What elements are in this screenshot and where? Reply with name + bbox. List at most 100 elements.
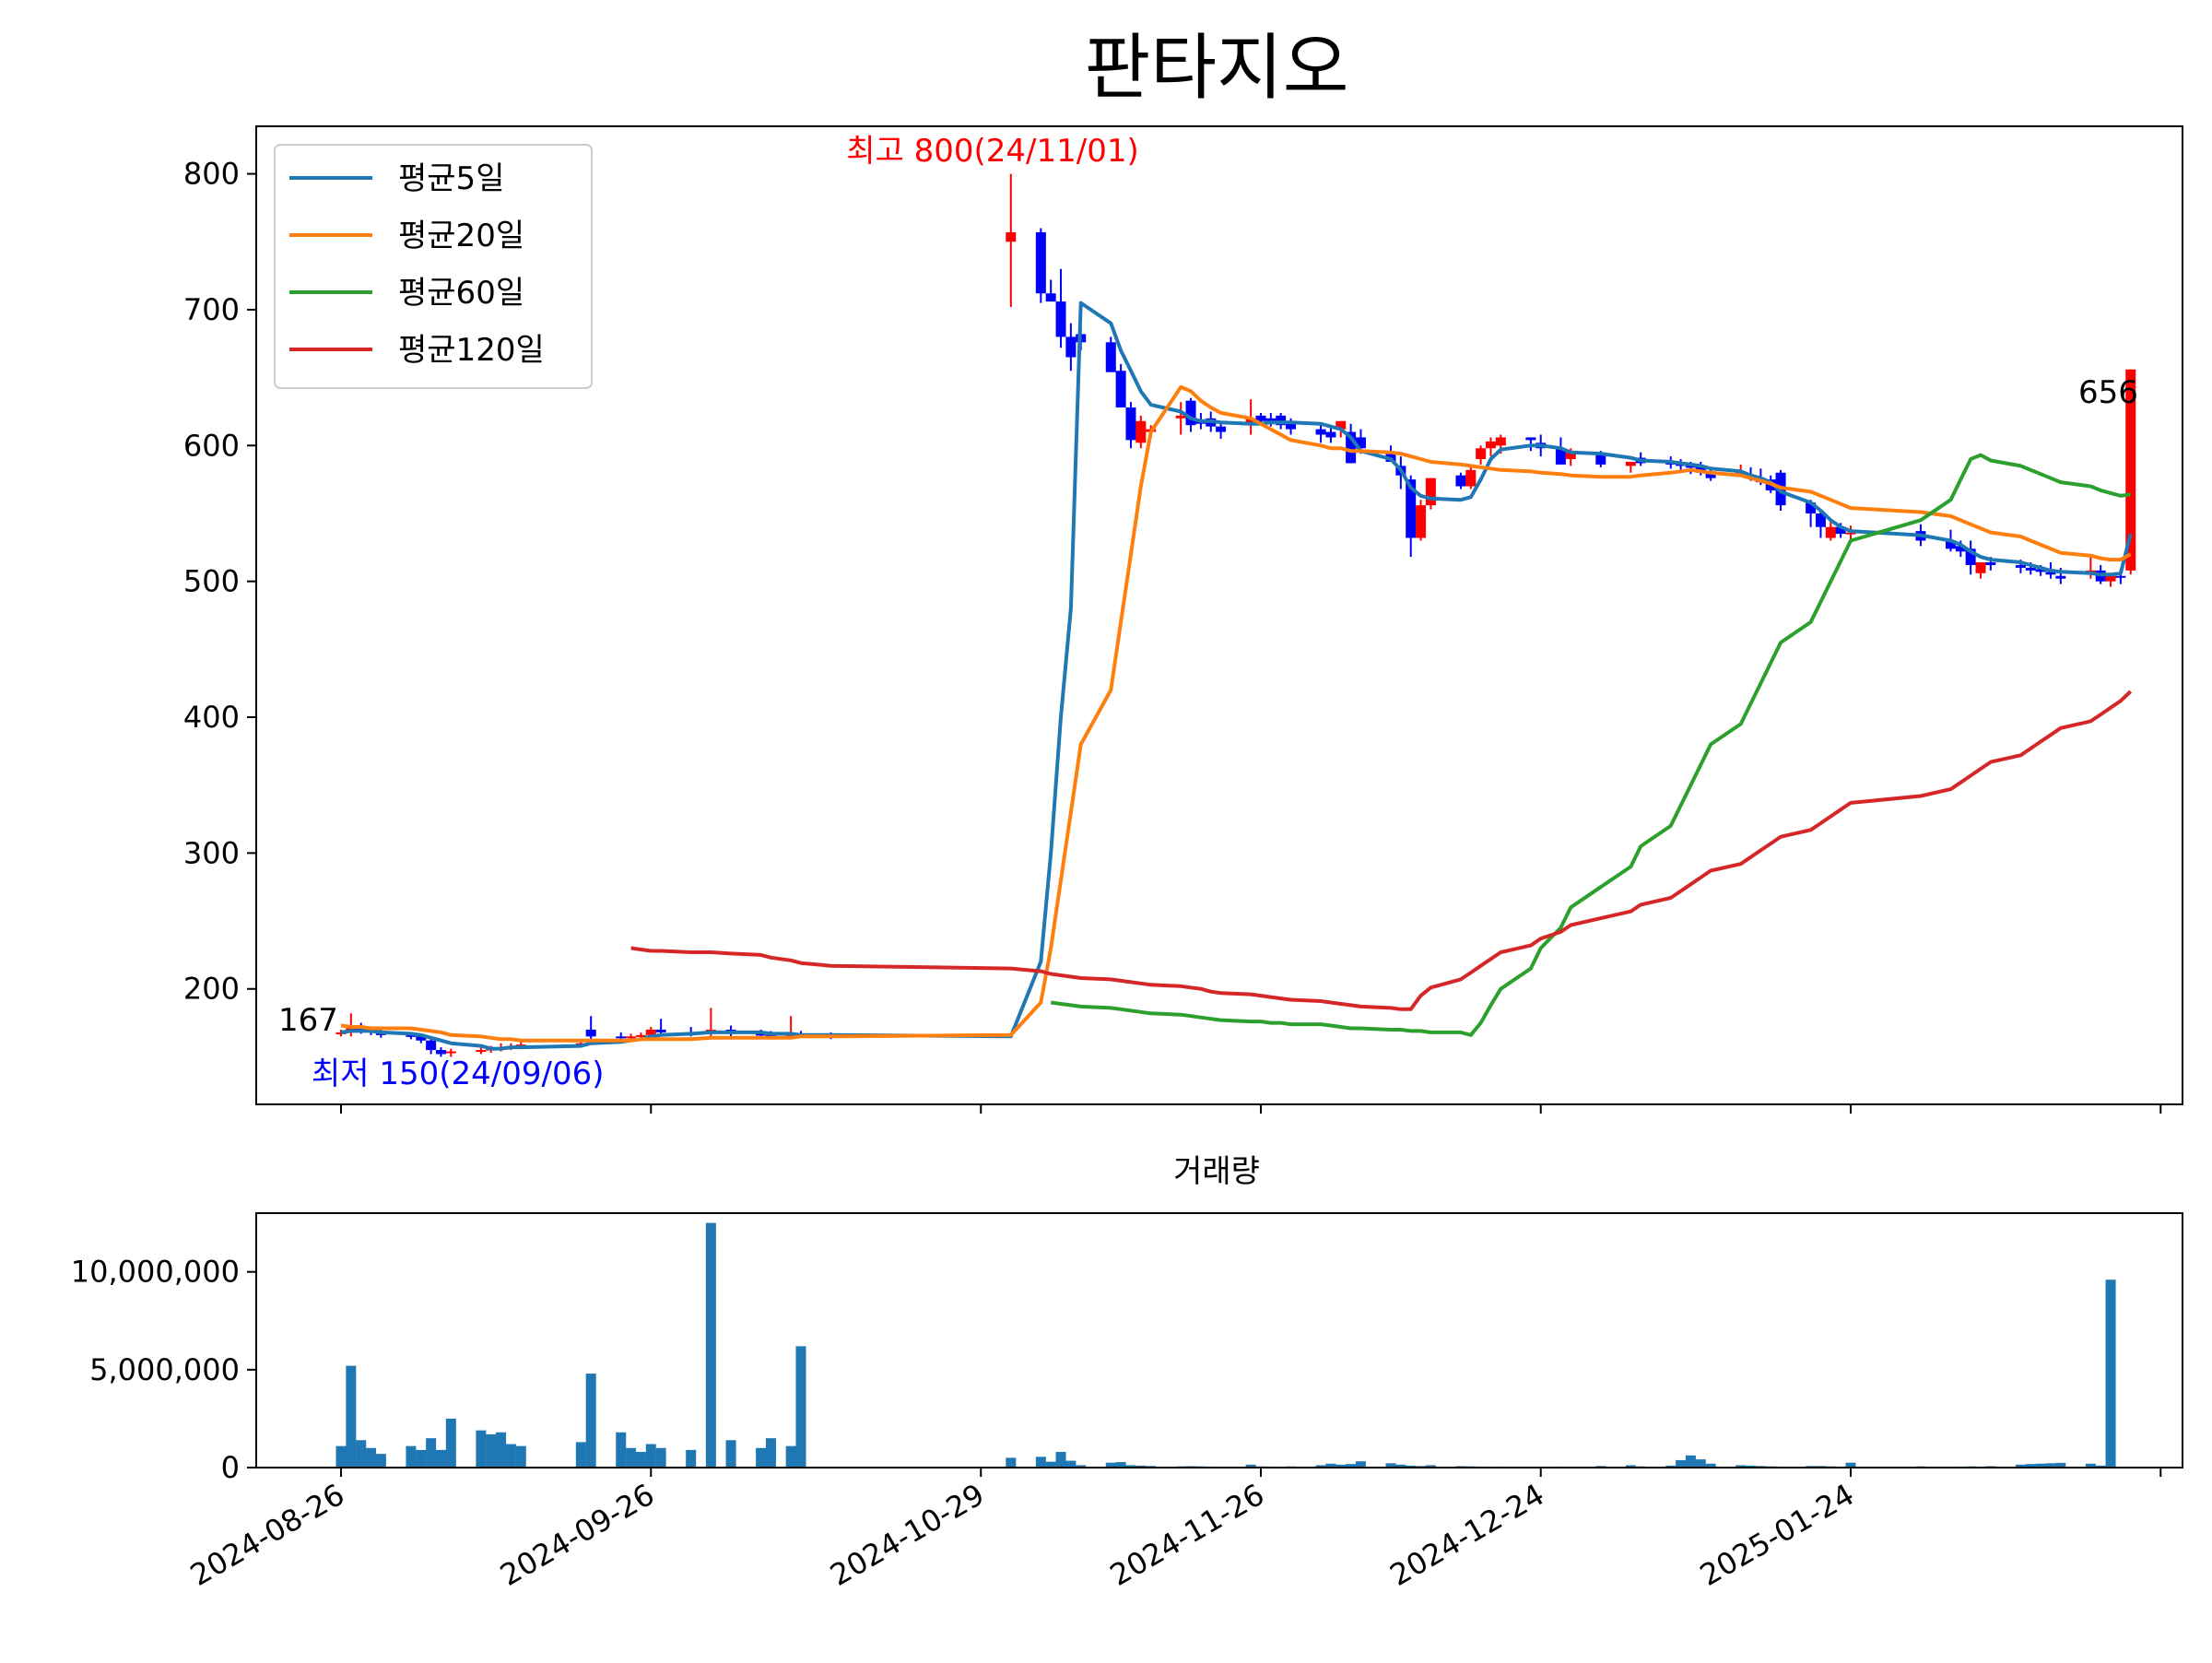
- volume-bar: [1335, 1464, 1347, 1468]
- price-y-tick-label: 200: [183, 972, 240, 1007]
- candle-body: [1555, 448, 1566, 465]
- legend-label: 평균60일: [398, 275, 524, 312]
- volume-bar: [515, 1445, 526, 1468]
- candle-body: [445, 1051, 456, 1054]
- volume-y-tick-label: 10,000,000: [71, 1255, 240, 1290]
- volume-bar: [1045, 1461, 1056, 1468]
- ma-line-1: [340, 384, 2132, 1043]
- candle-body: [1045, 293, 1056, 302]
- candle-body: [1425, 478, 1436, 506]
- volume-bar: [1676, 1459, 1687, 1468]
- volume-bar: [2035, 1463, 2046, 1468]
- volume-y-tick-label: 5,000,000: [89, 1352, 240, 1387]
- volume-bar: [366, 1447, 377, 1468]
- volume-bar: [1346, 1464, 1357, 1468]
- volume-bar: [1735, 1465, 1747, 1468]
- volume-bar: [645, 1444, 656, 1468]
- candle-body: [2055, 575, 2066, 579]
- candle-body: [1975, 562, 1986, 573]
- volume-bar: [756, 1447, 767, 1468]
- candle-body: [645, 1029, 656, 1035]
- candle-body: [1965, 548, 1976, 565]
- candle-body: [1945, 540, 1956, 549]
- price-y-tick-label: 600: [183, 428, 240, 463]
- volume-bar: [616, 1432, 627, 1468]
- candle-body: [1595, 454, 1606, 465]
- volume-bar: [1055, 1452, 1066, 1468]
- candle-body: [2015, 564, 2026, 568]
- volume-bar: [2085, 1463, 2096, 1468]
- candle-body: [1465, 469, 1477, 487]
- candle-body: [1385, 452, 1396, 462]
- price-axes: 200 300 400 500 600 700 800: [183, 157, 256, 1007]
- volume-bar: [1105, 1462, 1116, 1468]
- candle-body: [1175, 415, 1186, 419]
- candle-body: [1245, 418, 1256, 426]
- candle-body: [1315, 429, 1326, 435]
- volume-bar: [1395, 1464, 1406, 1468]
- price-marks: [335, 173, 2136, 1057]
- volume-bar: [1695, 1459, 1706, 1468]
- price-y-tick-label: 300: [183, 835, 240, 870]
- candle-body: [1055, 301, 1066, 337]
- volume-bar: [1035, 1457, 1046, 1468]
- volume-bar: [445, 1418, 456, 1468]
- candle-body: [585, 1029, 596, 1037]
- volume-bar: [585, 1374, 596, 1468]
- volume-bar: [476, 1430, 487, 1468]
- volume-bar: [1406, 1465, 1417, 1468]
- volume-bar: [1245, 1464, 1256, 1468]
- volume-bar: [705, 1222, 716, 1468]
- candle-body: [1135, 420, 1147, 443]
- candle-body: [2115, 575, 2126, 578]
- volume-bar: [1746, 1465, 1757, 1468]
- volume-bar: [416, 1449, 427, 1468]
- candle-body: [2125, 369, 2136, 571]
- candle-body: [1845, 532, 1856, 535]
- volume-bar: [2015, 1464, 2026, 1468]
- price-y-tick-label: 400: [183, 700, 240, 735]
- candle-body: [1115, 371, 1126, 408]
- candle-body: [1416, 505, 1427, 538]
- price-axes-frame: [255, 125, 2183, 1105]
- candle-body: [1346, 431, 1357, 464]
- volume-bar: [356, 1440, 367, 1468]
- candle-body: [1216, 426, 1227, 432]
- volume-bar: [1135, 1465, 1147, 1468]
- candle-body: [2035, 569, 2046, 572]
- candle-body: [1815, 513, 1826, 527]
- volume-bar: [426, 1438, 437, 1468]
- legend-label: 평균5일: [398, 160, 504, 197]
- annotation-high: 최고 800(24/11/01): [846, 133, 1139, 170]
- volume-bar: [785, 1445, 796, 1468]
- volume-bar: [375, 1454, 386, 1468]
- volume-bar: [1425, 1465, 1436, 1468]
- volume-bar: [765, 1438, 776, 1468]
- volume-bar: [1705, 1463, 1716, 1468]
- candle-body: [1685, 466, 1696, 468]
- candle-body: [1705, 472, 1716, 478]
- candle-body: [476, 1050, 487, 1053]
- volume-bar: [1845, 1462, 1856, 1468]
- candle-body: [1495, 437, 1506, 446]
- candle-body: [626, 1036, 637, 1039]
- volume-axes-frame: [255, 1212, 2183, 1468]
- volume-bar: [1665, 1465, 1677, 1468]
- volume-bar: [2025, 1464, 2036, 1468]
- candle-body: [1955, 546, 1966, 552]
- candle-body: [2105, 575, 2116, 582]
- volume-bar: [2105, 1280, 2116, 1468]
- price-y-tick-label: 700: [183, 292, 240, 327]
- legend-label: 평균120일: [398, 332, 545, 369]
- volume-bar: [1065, 1460, 1077, 1468]
- candle-body: [1355, 437, 1366, 449]
- volume-bar: [795, 1346, 806, 1468]
- annotation-first-close: 167: [278, 1002, 338, 1039]
- candle-body: [2045, 572, 2056, 575]
- volume-bar: [655, 1447, 666, 1468]
- candle-body: [1335, 420, 1347, 430]
- volume-bar: [1385, 1463, 1396, 1468]
